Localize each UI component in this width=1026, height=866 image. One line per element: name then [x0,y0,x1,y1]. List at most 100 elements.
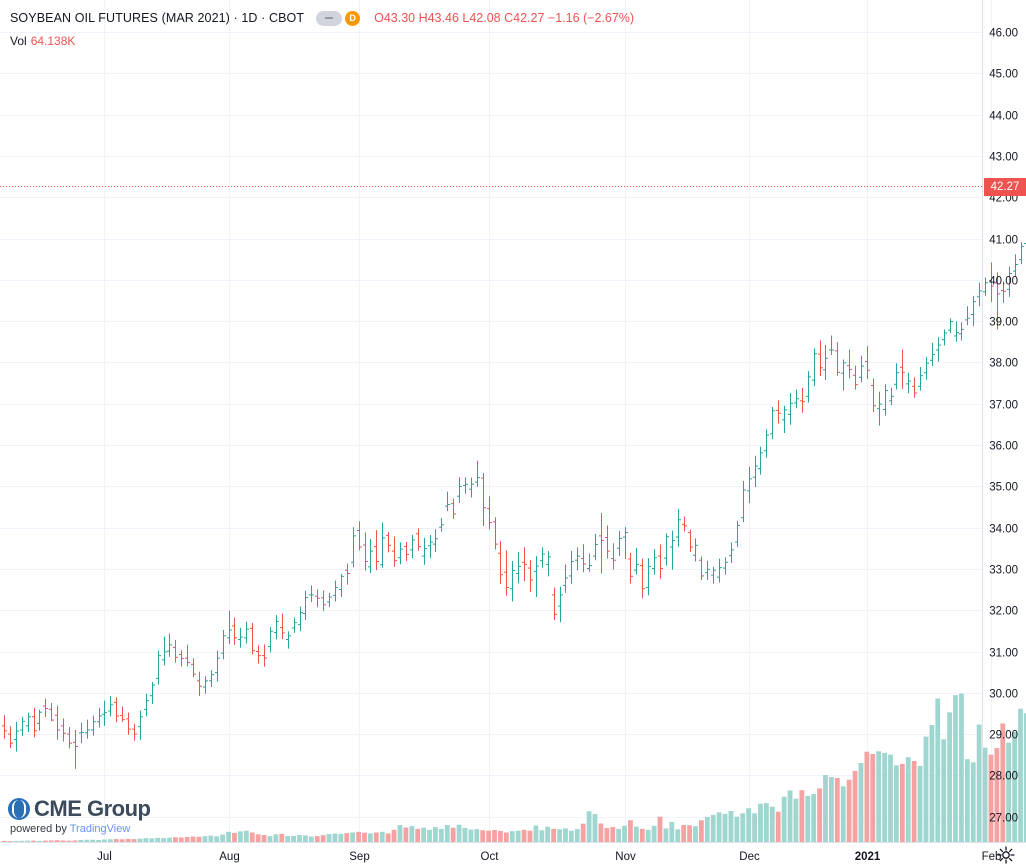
time-tick-label: Sep [349,851,369,863]
volume-bar [846,779,852,842]
volume-bar [332,833,338,842]
price-tick-label: 27.00 [989,813,1018,825]
volume-bar [60,840,66,842]
volume-bar [297,834,302,842]
price-bar [705,560,710,581]
price-bar [428,535,433,559]
price-bar [85,719,90,739]
volume-bar [119,839,125,842]
price-bar [280,613,285,640]
price-bar [321,590,326,611]
volume-bar [834,777,840,842]
settings-gear-icon[interactable] [996,845,1016,865]
price-tick-label: 39.00 [989,317,1018,329]
price-bar [528,559,533,593]
price-bar [238,627,243,648]
volume-bar [823,775,828,842]
price-bar [841,359,846,391]
volume-bar [314,836,320,842]
volume-bar [994,748,1000,842]
price-bar [286,631,291,649]
volume-bar [78,839,84,842]
volume-bar [740,813,746,842]
volume-bar [131,839,137,842]
price-bar [1013,254,1018,277]
price-bar [877,391,882,426]
price-bar [699,556,704,581]
price-bar [493,517,498,550]
price-bar [167,633,172,657]
price-bar [599,513,604,574]
price-bar [504,550,509,596]
price-bar [32,707,37,738]
symbol-title[interactable]: SOYBEAN OIL FUTURES (MAR 2021) · 1D · CB… [10,11,305,25]
price-bars [2,242,1026,769]
volume-bar [622,825,627,842]
price-bar [593,533,598,561]
price-bar [1007,266,1012,297]
price-bar [823,345,828,381]
volume-bar [161,838,166,842]
volume-bar [444,825,450,842]
powered-by[interactable]: powered by TradingView [10,823,130,835]
price-axis[interactable]: 27.00 28.00 29.00 30.00 31.00 32.00 33.00 34.00… [989,28,1018,825]
delayed-badge[interactable]: D [345,10,361,26]
price-bar [729,542,734,564]
volume-bar [338,833,344,842]
volume-bar [734,816,740,842]
price-bar [948,318,953,334]
price-bar [688,529,693,552]
volume-bar [568,830,574,842]
price-bar [965,306,970,326]
price-bar [451,498,456,519]
price-bar [575,547,580,571]
price-bar [227,610,232,645]
volume-bar [580,823,586,842]
volume-bar [1012,732,1018,842]
volume-bar [303,835,308,842]
volume-bar [586,811,592,842]
volume-bar [37,840,42,842]
volume-bar [208,835,214,842]
cme-globe-icon [8,798,30,820]
price-bar [49,703,54,722]
time-axis[interactable]: Jul Aug Sep Oct Nov Dec 2021 Feb [97,851,1001,863]
volume-bar [427,829,432,842]
price-bar [581,544,586,573]
price-bar [1019,242,1024,265]
price-bar [392,536,397,567]
price-bar [623,527,628,559]
price-bar [79,722,84,744]
volume-bar [362,832,367,842]
volume-value: 64.138K [30,34,76,48]
price-bar [995,272,1000,330]
volume-bar [13,841,19,842]
volume-label[interactable]: Vol [10,34,27,48]
price-bar [20,716,25,737]
price-bar [363,532,368,571]
price-bar [853,365,858,390]
price-bar [445,491,450,512]
price-bar [250,623,255,655]
minus-icon[interactable] [316,10,343,26]
cme-logo[interactable]: CME Group [8,796,151,822]
price-bar [126,712,131,735]
price-bar [930,342,935,367]
volume-bar [261,834,267,842]
volume-bar [1024,713,1026,842]
price-bar [457,477,462,503]
volume-bar [178,837,184,842]
low-value: 42.08 [469,11,501,25]
price-bar [516,551,521,584]
volume-bar [728,811,734,842]
volume-bar [391,829,397,842]
price-bar [971,295,976,327]
volume-bar [557,829,562,842]
price-bar [132,723,137,741]
volume-bar [763,803,769,842]
volume-bar [876,751,882,842]
volume-bar [220,834,226,842]
volume-bar [84,839,90,842]
price-bar [989,262,994,303]
